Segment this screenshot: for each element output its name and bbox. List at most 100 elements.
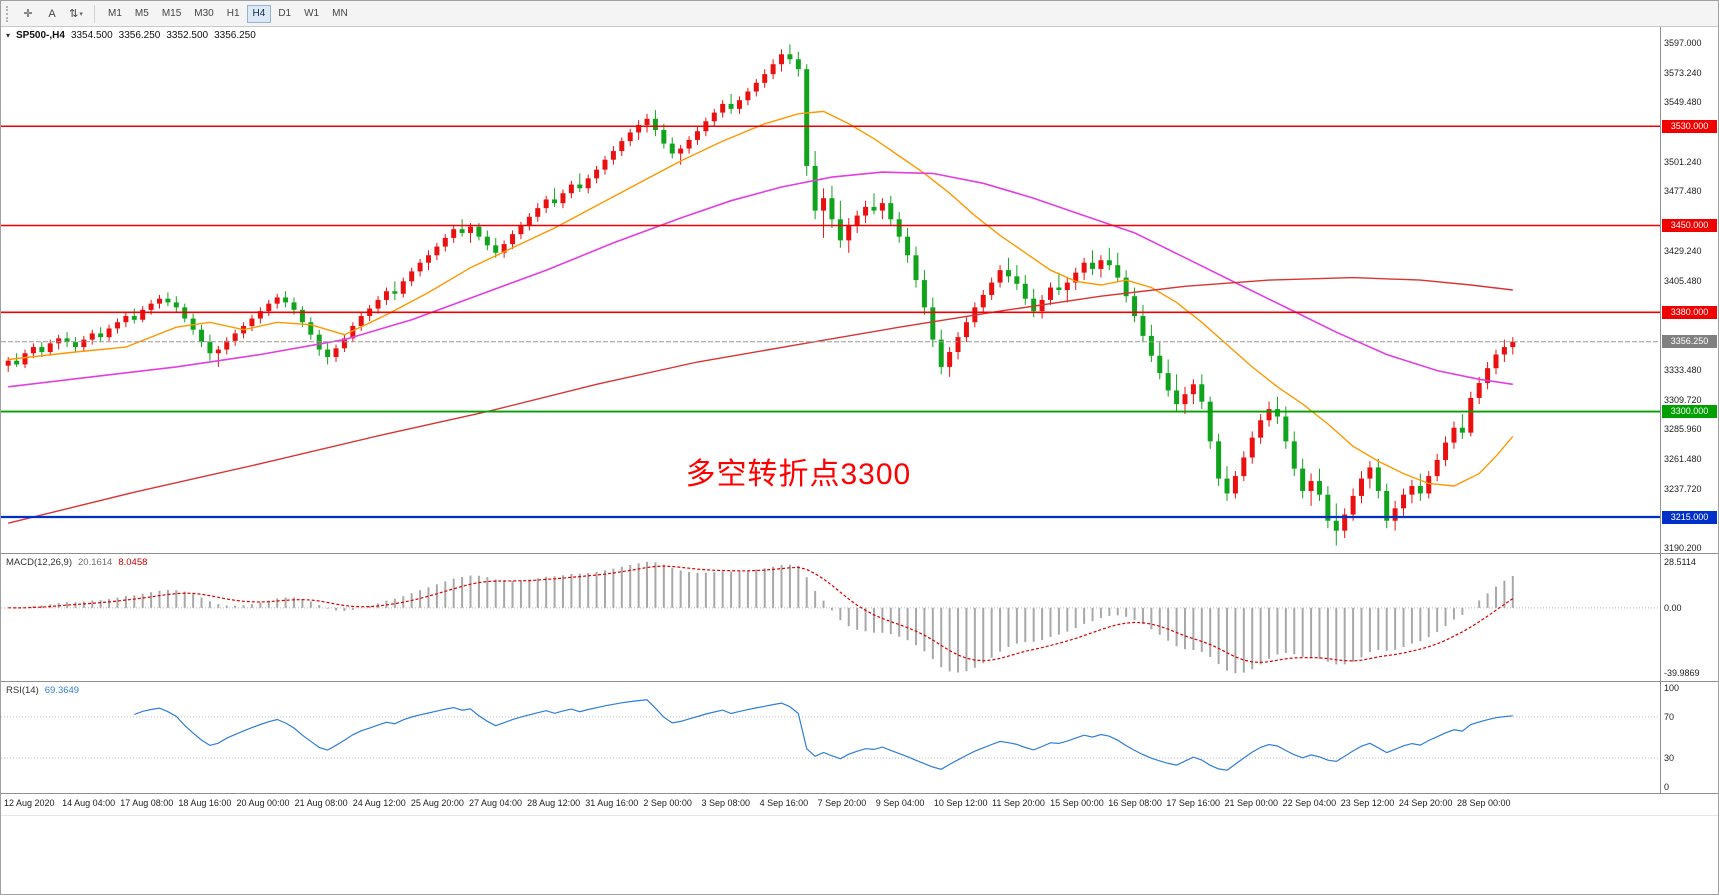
- time-label: 28 Aug 12:00: [527, 798, 581, 808]
- price-tick-label: 3429.240: [1664, 246, 1702, 257]
- rsi-panel[interactable]: 100 70 30 0 RSI(14) 69.3649: [1, 682, 1718, 794]
- price-panel[interactable]: 3530.000 3450.000 3380.000 3300.000 3215.000…: [1, 27, 1718, 554]
- price-level-badge-3530.000[interactable]: 3530.000: [1662, 119, 1717, 133]
- timeframe-button-h1[interactable]: H1: [226, 8, 240, 19]
- time-label: 23 Sep 12:00: [1340, 798, 1395, 808]
- macd-axis[interactable]: 28.5114 0.00 -39.9869: [1660, 554, 1718, 681]
- price-level-badge-3215.000[interactable]: 3215.000: [1662, 510, 1717, 524]
- bar-low-value: 3352.500: [166, 30, 209, 41]
- price-tick-label: 3477.480: [1664, 186, 1702, 197]
- macd-axis-label: -39.9869: [1664, 668, 1700, 679]
- timeframe-button-mn[interactable]: MN: [332, 8, 348, 19]
- time-label: 7 Sep 20:00: [817, 798, 867, 808]
- time-label: 11 Sep 20:00: [992, 798, 1045, 808]
- time-label: 25 Aug 20:00: [410, 798, 464, 808]
- price-plot[interactable]: [1, 27, 1660, 553]
- price-tick-label: 3333.480: [1664, 365, 1702, 376]
- candles-layer: [5, 44, 1516, 546]
- price-tick-label: 3597.000: [1664, 38, 1702, 49]
- timeframe-button-m5[interactable]: M5: [134, 8, 149, 19]
- timeframe-button-m30[interactable]: M30: [194, 8, 214, 19]
- macd-axis-label: 0.00: [1664, 602, 1682, 613]
- toolbar-grip[interactable]: [6, 5, 10, 22]
- time-label: 31 Aug 16:00: [585, 798, 639, 808]
- time-label: 9 Sep 04:00: [875, 798, 925, 808]
- price-chart-svg: [1, 44, 1660, 546]
- time-label: 21 Sep 00:00: [1224, 798, 1279, 808]
- rsi-name: RSI(14): [6, 685, 39, 696]
- ma-medium-line: [8, 171, 1513, 388]
- price-tick-label: 3190.200: [1664, 542, 1702, 553]
- time-label: 14 Aug 04:00: [62, 798, 116, 808]
- rsi-axis-label: 30: [1664, 753, 1675, 764]
- macd-panel[interactable]: 28.5114 0.00 -39.9869 MACD(12,26,9) 20.161…: [1, 554, 1718, 682]
- text-label-tool[interactable]: A: [48, 7, 56, 20]
- price-axis[interactable]: 3530.000 3450.000 3380.000 3300.000 3215.000…: [1660, 27, 1718, 553]
- macd-axis-label: 28.5114: [1664, 556, 1696, 567]
- time-label: 22 Sep 04:00: [1282, 798, 1337, 808]
- macd-signal-value: 8.0458: [118, 557, 148, 568]
- timeframe-button-w1[interactable]: W1: [304, 8, 320, 19]
- price-tick-label: 3573.240: [1664, 67, 1702, 78]
- time-label: 16 Sep 08:00: [1108, 798, 1162, 808]
- rsi-plot[interactable]: [1, 682, 1660, 793]
- time-label: 18 Aug 16:00: [178, 798, 232, 808]
- timeframe-button-h4[interactable]: H4: [246, 4, 272, 23]
- dropdown-caret-icon: ▾: [79, 10, 83, 18]
- price-tick-label: 3261.480: [1664, 454, 1702, 465]
- one-click-trading-icon[interactable]: ▾: [6, 31, 11, 40]
- time-label: 17 Sep 16:00: [1166, 798, 1220, 808]
- rsi-value: 69.3649: [44, 685, 80, 696]
- timeframe-button-m15[interactable]: M15: [161, 8, 182, 19]
- ma-slow-line: [8, 276, 1513, 524]
- time-label: 21 Aug 08:00: [294, 798, 348, 808]
- rsi-axis-label: 0: [1664, 782, 1670, 792]
- macd-label: MACD(12,26,9) 20.1614 8.0458: [6, 557, 147, 568]
- rsi-chart-svg: [1, 699, 1660, 771]
- time-label: 27 Aug 04:00: [468, 798, 523, 808]
- draw-tools-dropdown[interactable]: ⇅ ▾: [69, 8, 83, 20]
- macd-signal-line: [8, 565, 1514, 664]
- time-axis[interactable]: 12 Aug 2020 14 Aug 04:00 17 Aug 08:00 18 Au…: [1, 794, 1718, 816]
- price-tick-label: 3285.960: [1664, 423, 1702, 434]
- price-tick-label: 3237.720: [1664, 483, 1702, 494]
- toolbar-separator: [94, 4, 95, 23]
- time-label: 28 Sep 00:00: [1457, 798, 1511, 808]
- price-tick-label: 3549.480: [1664, 97, 1702, 108]
- time-label: 20 Aug 00:00: [236, 798, 290, 808]
- time-label: 3 Sep 08:00: [701, 798, 750, 808]
- price-level-badge-3380.000[interactable]: 3380.000: [1662, 305, 1717, 319]
- macd-chart-svg: [1, 561, 1660, 674]
- rsi-label: RSI(14) 69.3649: [6, 685, 79, 696]
- timeframe-group: M1 M5 M15 M30 H1 H4 D1 W1 MN: [102, 4, 354, 23]
- price-tick-label: 3405.480: [1664, 275, 1702, 286]
- macd-main-value: 20.1614: [78, 557, 113, 568]
- price-level-badge-3300.000[interactable]: 3300.000: [1662, 405, 1717, 419]
- price-level-badge-3450.000[interactable]: 3450.000: [1662, 218, 1717, 232]
- symbol-ohlc-line: ▾ SP500-,H4 3354.500 3356.250 3352.500 3…: [6, 30, 256, 41]
- timeframe-button-d1[interactable]: D1: [278, 8, 292, 19]
- rsi-axis[interactable]: 100 70 30 0: [1660, 682, 1718, 793]
- bottom-spacer: [1, 816, 1718, 894]
- time-label: 12 Aug 2020: [4, 798, 55, 808]
- macd-histogram: [15, 561, 1514, 674]
- macd-plot[interactable]: [1, 554, 1660, 681]
- macd-name: MACD(12,26,9): [6, 557, 72, 568]
- time-label: 15 Sep 00:00: [1050, 798, 1104, 808]
- timeframe-button-m1[interactable]: M1: [108, 8, 122, 19]
- time-label: 24 Sep 20:00: [1398, 798, 1453, 808]
- time-label: 10 Sep 12:00: [933, 798, 988, 808]
- current-price-badge: 3356.250: [1662, 335, 1717, 349]
- rsi-line: [134, 699, 1513, 771]
- bar-open-value: 3354.500: [70, 30, 113, 41]
- toolbar: ✛ A ⇅ ▾ M1 M5 M15 M30 H1 H4 D1 W1 MN: [1, 1, 1718, 27]
- bar-high-value: 3356.250: [118, 30, 161, 41]
- price-tick-label: 3309.720: [1664, 394, 1702, 405]
- crosshair-tool-icon[interactable]: ✛: [23, 8, 33, 20]
- chart-annotation-text[interactable]: 多空转折点3300: [685, 458, 912, 492]
- toolbar-tools: ✛ A ⇅ ▾: [17, 4, 87, 24]
- time-label: 24 Aug 12:00: [352, 798, 406, 808]
- price-tick-label: 3501.240: [1664, 156, 1702, 167]
- time-label: 4 Sep 16:00: [759, 798, 809, 808]
